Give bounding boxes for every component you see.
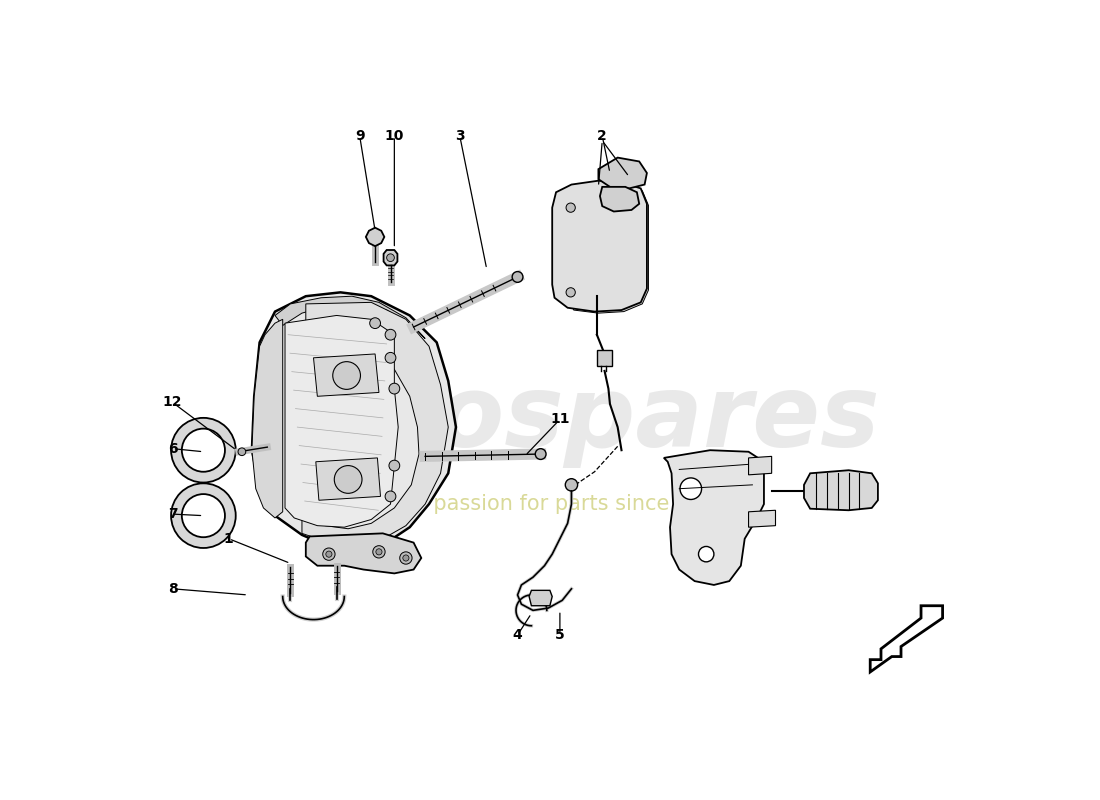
Text: 2: 2 — [597, 129, 607, 143]
Text: eurospares: eurospares — [248, 371, 880, 468]
Polygon shape — [252, 292, 455, 550]
Polygon shape — [316, 458, 381, 500]
Polygon shape — [301, 302, 449, 546]
Text: 11: 11 — [550, 413, 570, 426]
Text: 6: 6 — [168, 442, 177, 456]
Polygon shape — [600, 187, 639, 211]
Circle shape — [376, 549, 382, 555]
Circle shape — [385, 353, 396, 363]
Polygon shape — [529, 590, 552, 606]
Text: 12: 12 — [163, 395, 183, 410]
Polygon shape — [597, 350, 613, 366]
Circle shape — [513, 271, 522, 282]
Circle shape — [332, 362, 361, 390]
Circle shape — [334, 466, 362, 494]
Polygon shape — [598, 158, 647, 188]
Circle shape — [326, 551, 332, 558]
Text: 1: 1 — [224, 532, 233, 546]
Circle shape — [566, 203, 575, 212]
Text: 5: 5 — [556, 628, 564, 642]
Circle shape — [238, 448, 245, 455]
Circle shape — [170, 418, 235, 482]
Circle shape — [322, 548, 335, 560]
Circle shape — [182, 494, 224, 538]
Polygon shape — [664, 450, 763, 585]
Polygon shape — [366, 228, 384, 246]
Polygon shape — [749, 510, 775, 527]
Polygon shape — [275, 296, 425, 338]
Polygon shape — [306, 534, 421, 574]
Text: 3: 3 — [455, 129, 464, 143]
Circle shape — [566, 288, 575, 297]
Circle shape — [389, 460, 399, 471]
Text: 9: 9 — [355, 129, 364, 143]
Polygon shape — [384, 250, 397, 266]
Circle shape — [399, 552, 412, 564]
Text: 4: 4 — [513, 628, 522, 642]
Polygon shape — [569, 183, 649, 313]
Circle shape — [385, 491, 396, 502]
Polygon shape — [552, 181, 647, 312]
Text: 8: 8 — [167, 582, 177, 596]
Circle shape — [170, 483, 235, 548]
Circle shape — [680, 478, 702, 499]
Polygon shape — [314, 354, 378, 396]
Text: 10: 10 — [385, 129, 404, 143]
Circle shape — [182, 429, 224, 472]
Polygon shape — [804, 470, 878, 510]
Circle shape — [370, 318, 381, 329]
Circle shape — [403, 555, 409, 561]
Circle shape — [698, 546, 714, 562]
Text: a passion for parts since 1985: a passion for parts since 1985 — [414, 494, 729, 514]
Polygon shape — [749, 456, 772, 475]
Circle shape — [565, 478, 578, 491]
Text: 7: 7 — [168, 507, 177, 521]
Polygon shape — [870, 606, 943, 672]
Circle shape — [536, 449, 546, 459]
Circle shape — [389, 383, 399, 394]
Polygon shape — [285, 315, 398, 527]
Polygon shape — [252, 319, 283, 518]
Circle shape — [385, 330, 396, 340]
Circle shape — [373, 546, 385, 558]
Circle shape — [387, 254, 395, 262]
